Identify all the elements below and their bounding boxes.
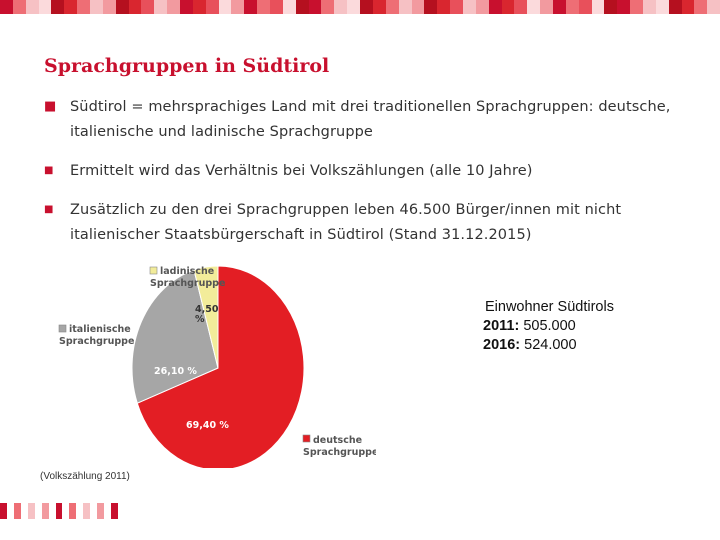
bullet-item: ■ Südtirol = mehrsprachiges Land mit dre… [44,95,684,145]
population-row: 2016: 524.000 [483,336,614,355]
population-value: 524.000 [524,337,577,353]
pie-slice [193,265,219,369]
legend-swatch [302,434,311,443]
bullet-text: Ermittelt wird das Verhältnis bei Volksz… [70,163,533,179]
population-info: Einwohner Südtirols 2011: 505.000 2016: … [483,298,614,355]
chart-source-note: (Volkszählung 2011) [40,471,130,482]
pie-slice [136,265,305,468]
population-value: 505.000 [523,318,576,334]
legend-swatch [149,266,158,275]
bullet-item: ■ Ermittelt wird das Verhältnis bei Volk… [44,159,684,184]
page-title: Sprachgruppen in Südtirol [44,55,330,77]
language-group-pie-chart: 69,40 % deutsche Sprachgruppe 26,10 % italie… [58,265,376,468]
population-year: 2016: [483,337,521,353]
legend-swatch [58,324,67,333]
bottom-stripe [0,503,125,519]
square-bullet-icon: ■ [44,99,57,114]
legend-label: deutsche Sprachgruppe [303,435,376,458]
slice-percent-label: 4,50% [195,304,219,325]
top-stripe [0,0,720,14]
bullet-item: ■ Zusätzlich zu den drei Sprachgruppen l… [44,198,684,248]
small-square-bullet-icon: ■ [44,204,54,215]
legend-label: ladinische Sprachgruppe [150,266,225,289]
population-row: 2011: 505.000 [483,317,614,336]
bullet-text: Südtirol = mehrsprachiges Land mit drei … [70,99,671,140]
pie-slice [131,269,219,404]
small-square-bullet-icon: ■ [44,165,54,176]
bullet-text: Zusätzlich zu den drei Sprachgruppen leb… [70,202,622,243]
slice-percent-label: 69,40 % [186,420,229,431]
slice-percent-label: 26,10 % [154,366,197,377]
bullet-list: ■ Südtirol = mehrsprachiges Land mit dre… [44,95,684,262]
population-year: 2011: [483,318,520,334]
population-heading: Einwohner Südtirols [485,299,614,315]
legend-label: italienische Sprachgruppe [59,324,134,347]
